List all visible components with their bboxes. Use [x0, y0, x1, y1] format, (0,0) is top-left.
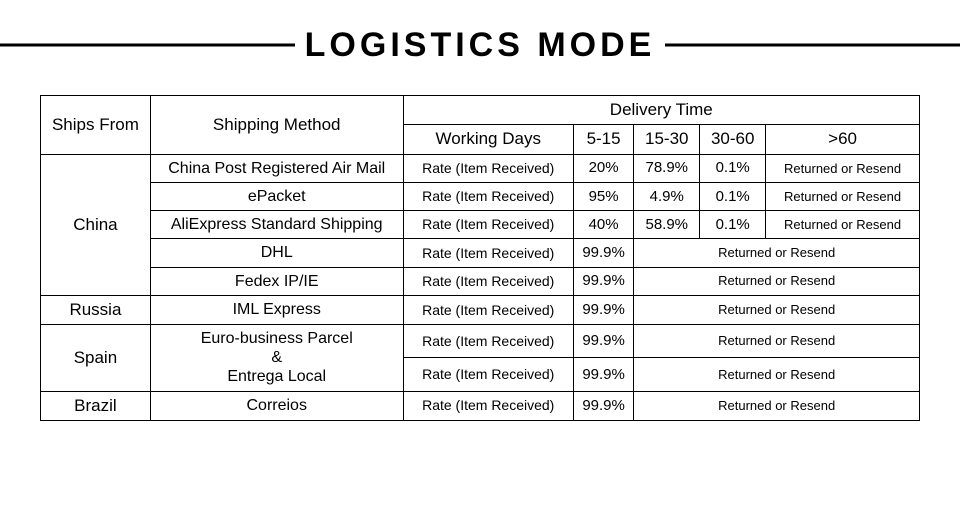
epacket-60plus: Returned or Resend — [766, 182, 920, 210]
method-china-post: China Post Registered Air Mail — [150, 154, 403, 182]
row-epacket: ePacket Rate (Item Received) 95% 4.9% 0.… — [41, 182, 920, 210]
logistics-table: Ships From Shipping Method Delivery Time… — [40, 95, 920, 421]
method-epacket: ePacket — [150, 182, 403, 210]
rate-label: Rate (Item Received) — [403, 358, 573, 391]
epacket-5-15: 95% — [573, 182, 633, 210]
title-banner: LOGISTICS MODE — [0, 20, 960, 70]
row-dhl: DHL Rate (Item Received) 99.9% Returned … — [41, 239, 920, 267]
hdr-range-30-60: 30-60 — [700, 125, 766, 154]
rate-label: Rate (Item Received) — [403, 182, 573, 210]
hdr-working-days: Working Days — [403, 125, 573, 154]
row-correios: Brazil Correios Rate (Item Received) 99.… — [41, 391, 920, 420]
hdr-delivery-time: Delivery Time — [403, 96, 919, 125]
origin-brazil: Brazil — [41, 391, 151, 420]
hdr-shipping-method: Shipping Method — [150, 96, 403, 155]
dhl-returned: Returned or Resend — [634, 239, 920, 267]
fedex-returned: Returned or Resend — [634, 267, 920, 295]
page-title: LOGISTICS MODE — [295, 26, 666, 65]
china-post-5-15: 20% — [573, 154, 633, 182]
method-iml: IML Express — [150, 295, 403, 324]
method-aliexpress: AliExpress Standard Shipping — [150, 211, 403, 239]
aliexpress-15-30: 58.9% — [634, 211, 700, 239]
rate-label: Rate (Item Received) — [403, 391, 573, 420]
row-iml: Russia IML Express Rate (Item Received) … — [41, 295, 920, 324]
euro-a-returned: Returned or Resend — [634, 325, 920, 358]
origin-spain: Spain — [41, 325, 151, 392]
method-dhl: DHL — [150, 239, 403, 267]
rate-label: Rate (Item Received) — [403, 267, 573, 295]
euro-b-5-15: 99.9% — [573, 358, 633, 391]
hdr-range-5-15: 5-15 — [573, 125, 633, 154]
origin-china: China — [41, 154, 151, 295]
epacket-15-30: 4.9% — [634, 182, 700, 210]
method-fedex: Fedex IP/IE — [150, 267, 403, 295]
china-post-60plus: Returned or Resend — [766, 154, 920, 182]
iml-5-15: 99.9% — [573, 295, 633, 324]
aliexpress-30-60: 0.1% — [700, 211, 766, 239]
hdr-range-60plus: >60 — [766, 125, 920, 154]
euro-b-returned: Returned or Resend — [634, 358, 920, 391]
origin-russia: Russia — [41, 295, 151, 324]
correios-5-15: 99.9% — [573, 391, 633, 420]
method-euro-line1: Euro-business Parcel — [201, 330, 353, 347]
title-rule-left — [0, 44, 300, 47]
row-china-post: China China Post Registered Air Mail Rat… — [41, 154, 920, 182]
rate-label: Rate (Item Received) — [403, 325, 573, 358]
method-euro: Euro-business Parcel & Entrega Local — [150, 325, 403, 392]
title-rule-right — [660, 44, 960, 47]
row-aliexpress: AliExpress Standard Shipping Rate (Item … — [41, 211, 920, 239]
row-fedex: Fedex IP/IE Rate (Item Received) 99.9% R… — [41, 267, 920, 295]
rate-label: Rate (Item Received) — [403, 211, 573, 239]
header-row-1: Ships From Shipping Method Delivery Time — [41, 96, 920, 125]
correios-returned: Returned or Resend — [634, 391, 920, 420]
method-correios: Correios — [150, 391, 403, 420]
hdr-ships-from: Ships From — [41, 96, 151, 155]
china-post-30-60: 0.1% — [700, 154, 766, 182]
logistics-table-wrap: Ships From Shipping Method Delivery Time… — [40, 95, 920, 421]
epacket-30-60: 0.1% — [700, 182, 766, 210]
aliexpress-60plus: Returned or Resend — [766, 211, 920, 239]
rate-label: Rate (Item Received) — [403, 239, 573, 267]
hdr-range-15-30: 15-30 — [634, 125, 700, 154]
fedex-5-15: 99.9% — [573, 267, 633, 295]
method-euro-line3: Entrega Local — [227, 368, 326, 385]
aliexpress-5-15: 40% — [573, 211, 633, 239]
china-post-15-30: 78.9% — [634, 154, 700, 182]
rate-label: Rate (Item Received) — [403, 295, 573, 324]
dhl-5-15: 99.9% — [573, 239, 633, 267]
iml-returned: Returned or Resend — [634, 295, 920, 324]
euro-a-5-15: 99.9% — [573, 325, 633, 358]
method-euro-line2: & — [271, 349, 282, 366]
row-euro-a: Spain Euro-business Parcel & Entrega Loc… — [41, 325, 920, 358]
rate-label: Rate (Item Received) — [403, 154, 573, 182]
